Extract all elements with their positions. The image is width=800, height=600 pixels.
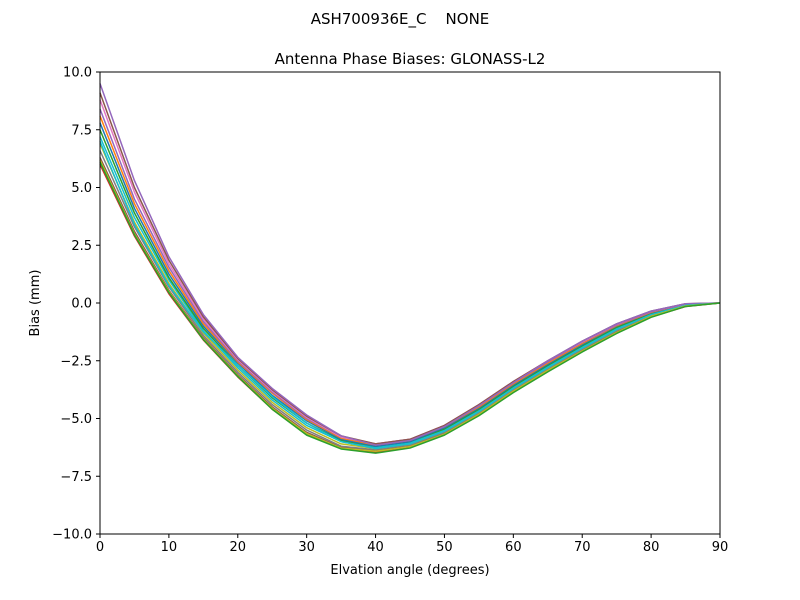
series-layer: [99, 83, 721, 454]
chart-suptitle: ASH700936E_C NONE: [311, 10, 490, 29]
y-axis: −10.0 −7.5 −5.0 −2.5 0.0 2.5 5.0 7.5 10.0: [52, 66, 100, 543]
x-axis-label: Elvation angle (degrees): [330, 563, 489, 578]
y-tick-label: 2.5: [71, 239, 92, 254]
x-tick-label: 60: [505, 540, 522, 555]
y-tick-label: −7.5: [60, 470, 92, 485]
y-tick-label: 0.0: [71, 297, 92, 312]
y-tick-label: −10.0: [52, 528, 92, 543]
x-axis: 0 10 20 30 40 50 60 70 80 90: [96, 534, 728, 555]
x-tick-label: 20: [230, 540, 247, 555]
plot-frame: [99, 71, 721, 535]
series-line-13: [99, 141, 721, 450]
y-tick-label: −5.0: [60, 412, 92, 427]
x-tick-label: 90: [712, 540, 729, 555]
series-line-15: [99, 161, 721, 454]
chart-title: Antenna Phase Biases: GLONASS-L2: [275, 50, 546, 68]
y-tick-label: 5.0: [71, 181, 92, 196]
x-tick-label: 10: [161, 540, 178, 555]
y-axis-label: Bias (mm): [28, 270, 43, 337]
series-line-3: [99, 150, 721, 451]
x-tick-label: 40: [367, 540, 384, 555]
plot-area: [100, 72, 720, 534]
x-tick-label: 30: [298, 540, 315, 555]
series-line-12: [99, 83, 721, 446]
x-tick-label: 80: [643, 540, 660, 555]
x-tick-label: 0: [96, 540, 104, 555]
x-tick-label: 50: [436, 540, 453, 555]
y-tick-label: 7.5: [71, 123, 92, 138]
x-tick-label: 70: [574, 540, 591, 555]
y-tick-label: 10.0: [63, 66, 92, 81]
y-tick-label: −2.5: [60, 354, 92, 369]
